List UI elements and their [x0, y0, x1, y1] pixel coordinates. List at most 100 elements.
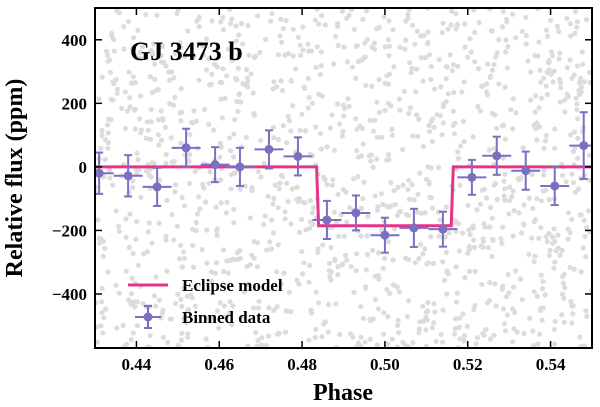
raw-point: [521, 330, 527, 337]
raw-point: [403, 18, 409, 24]
raw-point: [474, 335, 480, 341]
raw-point: [574, 24, 580, 30]
raw-point: [134, 322, 140, 329]
raw-point: [241, 314, 247, 320]
raw-point: [426, 181, 432, 187]
raw-point: [134, 299, 140, 305]
raw-point: [121, 24, 127, 30]
raw-point: [347, 205, 353, 211]
raw-point: [95, 339, 100, 345]
raw-point: [271, 135, 277, 141]
raw-point: [472, 268, 478, 274]
raw-point: [256, 298, 262, 304]
raw-point: [148, 174, 154, 180]
raw-point: [151, 160, 157, 166]
raw-point: [186, 180, 193, 187]
raw-point: [130, 74, 136, 80]
raw-point: [108, 96, 114, 102]
raw-point: [538, 272, 544, 278]
raw-point: [283, 17, 289, 23]
binned-marker: [579, 141, 589, 151]
raw-point: [301, 260, 307, 266]
raw-point: [181, 54, 188, 60]
raw-point: [432, 86, 438, 92]
raw-point: [299, 248, 305, 255]
raw-point: [317, 71, 323, 78]
raw-point: [554, 23, 561, 29]
raw-point: [337, 331, 343, 338]
raw-point: [144, 119, 150, 125]
raw-point: [219, 115, 225, 121]
raw-point: [499, 240, 505, 246]
raw-point: [286, 118, 292, 124]
raw-point: [462, 44, 468, 50]
raw-point: [271, 307, 277, 313]
raw-point: [237, 255, 243, 262]
raw-point: [557, 50, 563, 56]
raw-point: [485, 245, 491, 251]
raw-point: [163, 151, 169, 158]
raw-point: [534, 137, 540, 143]
raw-point: [152, 76, 158, 82]
raw-point: [245, 343, 251, 348]
raw-point: [475, 103, 481, 110]
raw-point: [413, 89, 419, 95]
raw-point: [305, 41, 311, 47]
raw-point: [400, 146, 406, 153]
raw-point: [318, 63, 324, 69]
raw-point: [243, 82, 249, 88]
raw-point: [436, 233, 442, 239]
raw-point: [581, 217, 587, 223]
raw-point: [128, 337, 134, 343]
raw-point: [95, 324, 100, 330]
raw-point: [163, 233, 169, 239]
raw-point: [466, 268, 473, 274]
raw-point: [402, 46, 408, 52]
raw-point: [523, 32, 530, 39]
raw-point: [343, 189, 349, 195]
raw-point: [284, 140, 290, 146]
raw-point: [466, 227, 472, 233]
raw-point: [360, 141, 366, 147]
raw-point: [502, 171, 508, 177]
raw-point: [551, 326, 558, 332]
raw-point: [136, 116, 143, 122]
raw-point: [114, 86, 121, 92]
raw-point: [476, 20, 482, 26]
raw-point: [322, 22, 328, 28]
y-tick-label: 0: [79, 158, 88, 177]
raw-point: [223, 314, 229, 320]
raw-point: [360, 315, 366, 321]
raw-point: [207, 169, 213, 175]
raw-point: [480, 244, 486, 250]
raw-point: [440, 339, 446, 345]
raw-point: [351, 26, 357, 32]
raw-point: [344, 15, 350, 21]
raw-point: [293, 66, 299, 72]
raw-point: [155, 117, 161, 123]
raw-point: [341, 113, 347, 119]
raw-point: [449, 8, 455, 14]
raw-point: [309, 210, 315, 216]
raw-point: [427, 194, 433, 200]
raw-point: [250, 90, 256, 96]
raw-point: [552, 145, 558, 151]
raw-point: [548, 17, 554, 24]
raw-point: [223, 210, 229, 216]
raw-point: [116, 10, 122, 16]
raw-point: [302, 85, 308, 91]
raw-point: [236, 92, 242, 98]
raw-point: [200, 181, 206, 187]
raw-point: [390, 257, 396, 263]
raw-point: [245, 281, 252, 287]
raw-point: [147, 74, 153, 80]
raw-point: [143, 12, 149, 18]
x-tick-label: 0.46: [204, 355, 234, 374]
raw-point: [421, 33, 427, 39]
raw-point: [527, 315, 533, 321]
raw-point: [502, 197, 508, 203]
raw-point: [252, 330, 259, 336]
raw-point: [364, 233, 370, 239]
raw-point: [254, 343, 260, 348]
raw-point: [470, 134, 476, 140]
